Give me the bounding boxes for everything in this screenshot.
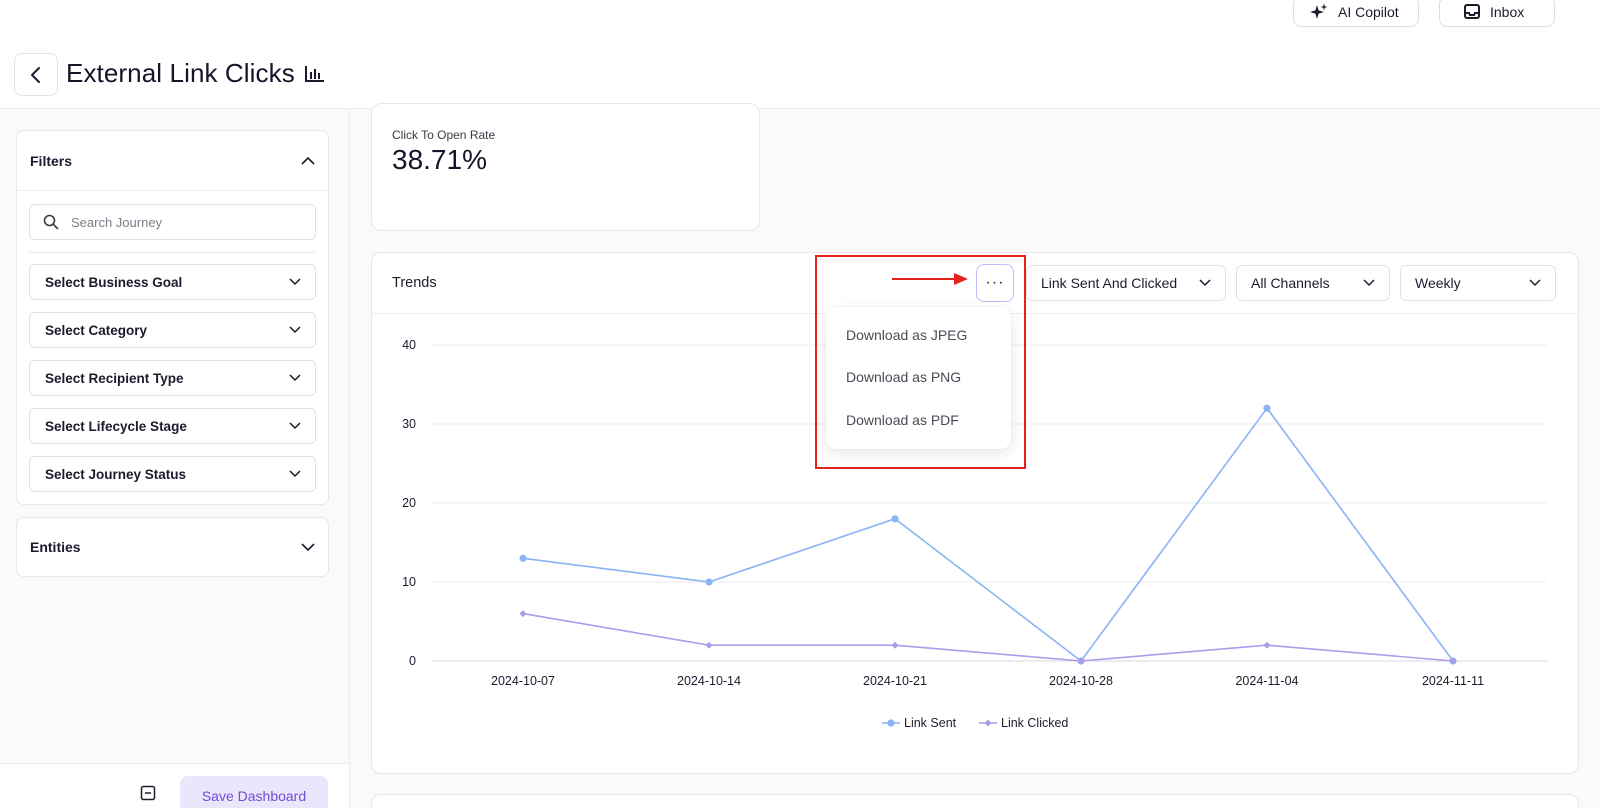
filters-sidebar: Filters Search Journey Select Business G… (0, 109, 350, 808)
filters-panel: Filters Search Journey Select Business G… (16, 130, 329, 505)
inbox-icon (1464, 4, 1480, 19)
y-tick-label: 0 (409, 654, 416, 668)
download-jpeg-item[interactable]: Download as JPEG (846, 327, 968, 343)
legend-marker (984, 719, 992, 727)
recipient-type-select[interactable]: Select Recipient Type (29, 360, 316, 396)
x-tick-label: 2024-10-28 (1049, 674, 1113, 688)
entities-panel: Entities (16, 517, 329, 577)
chevron-down-icon (289, 422, 301, 430)
ai-copilot-label: AI Copilot (1338, 3, 1399, 20)
page-title: External Link Clicks (66, 58, 295, 88)
x-tick-label: 2024-11-04 (1235, 674, 1298, 688)
legend-label: Link Clicked (1001, 716, 1068, 730)
chevron-down-icon[interactable] (301, 542, 315, 552)
inbox-button[interactable]: Inbox (1439, 0, 1555, 27)
data-point (1077, 657, 1085, 665)
top-header: External Link Clicks AI Copilot Inbox (0, 0, 1600, 109)
download-menu: Download as JPEG Download as PNG Downloa… (826, 307, 1011, 449)
category-select[interactable]: Select Category (29, 312, 316, 348)
download-png-item[interactable]: Download as PNG (846, 369, 962, 385)
chevron-left-icon (31, 66, 40, 83)
metric-select[interactable]: Link Sent And Clicked (1026, 265, 1226, 301)
data-point (1263, 641, 1271, 649)
trends-line-chart: 0 10 20 30 40 2024-10-07 2024-10-14 2024-10-21 2… (402, 338, 1547, 730)
inbox-label: Inbox (1490, 3, 1525, 20)
data-point (705, 578, 713, 586)
entities-title: Entities (30, 539, 81, 555)
trends-title: Trends (392, 275, 437, 291)
select-label: Select Category (45, 322, 148, 338)
data-point (1449, 657, 1457, 665)
click-to-open-rate-card: Click To Open Rate 38.71% (371, 103, 760, 231)
more-options-button[interactable]: ··· (976, 264, 1014, 302)
chevron-down-icon (1363, 279, 1375, 287)
data-point (891, 515, 899, 523)
x-tick-label: 2024-10-21 (863, 674, 927, 688)
channel-select-value: All Channels (1251, 275, 1330, 291)
series-line-link-sent (522, 406, 1454, 663)
series-line-link-clicked (522, 612, 1454, 662)
frequency-select-value: Weekly (1415, 275, 1461, 291)
download-pdf-item[interactable]: Download as PDF (846, 412, 959, 428)
select-label: Select Lifecycle Stage (45, 418, 187, 434)
search-journey-input[interactable]: Search Journey (29, 204, 316, 240)
x-tick-label: 2024-10-14 (677, 674, 741, 688)
metric-select-value: Link Sent And Clicked (1041, 275, 1178, 291)
chevron-down-icon (289, 326, 301, 334)
frequency-select[interactable]: Weekly (1400, 265, 1556, 301)
save-dashboard-button[interactable]: Save Dashboard (180, 776, 328, 808)
chevron-down-icon (1529, 279, 1541, 287)
collapse-icon[interactable] (140, 785, 156, 801)
arrow-right-icon (892, 273, 968, 285)
ai-copilot-button[interactable]: AI Copilot (1293, 0, 1419, 27)
back-button[interactable] (14, 53, 58, 96)
stat-value: 38.71% (392, 144, 487, 175)
stat-label: Click To Open Rate (392, 128, 496, 142)
filters-header[interactable]: Filters (17, 131, 328, 191)
sparkle-icon (1310, 3, 1328, 19)
sidebar-footer: Save Dashboard (0, 763, 349, 808)
chevron-down-icon (289, 470, 301, 478)
search-placeholder: Search Journey (71, 214, 163, 230)
x-tick-label: 2024-10-07 (491, 674, 555, 688)
main-content: Click To Open Rate 38.71% Trends ··· Lin… (350, 103, 1600, 808)
next-card (371, 794, 1579, 808)
highlight-box (815, 255, 1026, 469)
select-label: Select Business Goal (45, 274, 183, 290)
y-tick-label: 30 (402, 417, 416, 431)
bar-chart-icon[interactable] (304, 64, 326, 84)
y-tick-label: 20 (402, 496, 416, 510)
business-goal-select[interactable]: Select Business Goal (29, 264, 316, 300)
lifecycle-stage-select[interactable]: Select Lifecycle Stage (29, 408, 316, 444)
chevron-up-icon[interactable] (301, 156, 315, 165)
y-tick-label: 40 (402, 338, 416, 352)
channel-select[interactable]: All Channels (1236, 265, 1390, 301)
search-icon (43, 214, 59, 230)
y-tick-label: 10 (402, 575, 416, 589)
x-tick-label: 2024-11-11 (1422, 674, 1484, 688)
chevron-down-icon (289, 374, 301, 382)
data-point (891, 641, 899, 649)
entities-header[interactable]: Entities (17, 518, 328, 576)
data-point (1263, 404, 1271, 412)
divider (29, 252, 316, 253)
trends-header: Trends ··· Link Sent And Clicked All Cha… (372, 253, 1578, 314)
chevron-down-icon (1199, 279, 1211, 287)
data-point (519, 610, 527, 618)
select-label: Select Journey Status (45, 466, 187, 482)
select-label: Select Recipient Type (45, 370, 184, 386)
legend-marker (887, 719, 895, 727)
filters-title: Filters (30, 152, 73, 169)
legend-label: Link Sent (904, 716, 957, 730)
chevron-down-icon (289, 278, 301, 286)
data-point (519, 554, 527, 562)
data-point (705, 641, 713, 649)
journey-status-select[interactable]: Select Journey Status (29, 456, 316, 492)
